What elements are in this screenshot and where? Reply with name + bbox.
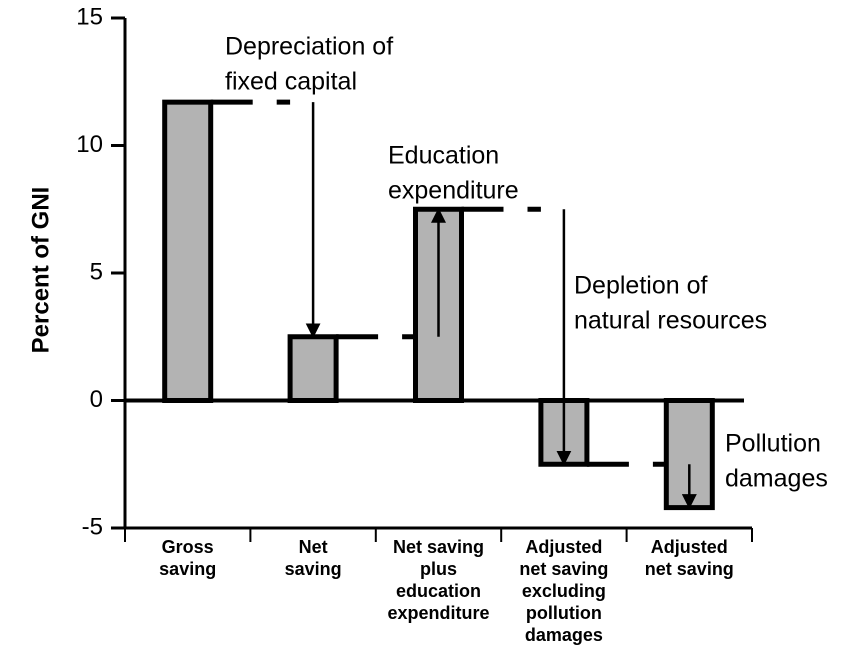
y-tick-label: 5 [90,258,103,285]
x-tick-label: saving [285,559,342,579]
x-tick-label: net saving [519,559,608,579]
y-axis-label: Percent of GNI [27,187,54,354]
y-tick-label: 0 [90,386,103,413]
x-tick-label: Adjusted [651,537,728,557]
x-tick-label: net saving [645,559,734,579]
x-tick-label: pollution [526,603,602,623]
x-tick-label: Gross [162,537,214,557]
annotation: damages [725,465,828,493]
annotation: expenditure [388,177,519,205]
annotation: natural resources [574,307,767,335]
x-tick-label: education [396,581,481,601]
x-tick-label: Net [299,537,328,557]
annotation: Depletion of [574,272,707,300]
x-tick-label: Adjusted [525,537,602,557]
x-tick-label: Net saving [393,537,484,557]
y-tick-label: -5 [82,513,103,540]
annotation: Education [388,142,499,170]
x-tick-label: plus [420,559,457,579]
annotation: fixed capital [225,68,357,96]
y-tick-label: 10 [76,131,103,158]
y-tick-label: 15 [76,3,103,30]
x-tick-label: expenditure [387,603,489,623]
x-tick-label: saving [159,559,216,579]
bar [287,334,339,403]
bar [162,99,214,404]
x-tick-label: damages [525,625,603,645]
annotation: Depreciation of [225,33,393,61]
annotation: Pollution [725,430,821,458]
x-tick-label: excluding [522,581,606,601]
